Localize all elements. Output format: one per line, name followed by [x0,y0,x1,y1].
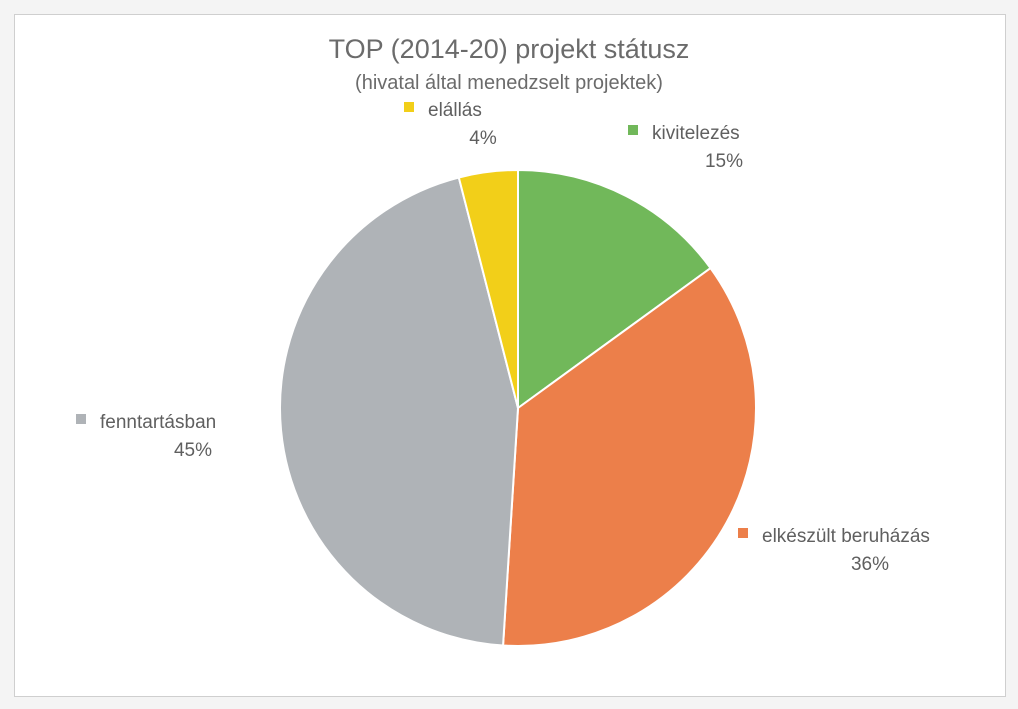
pie-slice-fenntartasban [279,176,520,647]
legend-key-kivitelezes [628,125,638,135]
slice-label-elkeszult-beruhazas: elkészült beruházás [762,526,930,547]
slice-value-elkeszult-beruhazas: 36% [851,554,889,575]
legend-key-fenntartasban [76,414,86,424]
pie-slice-elallas [457,168,519,409]
pie-slice-elkeszult-beruhazas [501,266,757,647]
chart-subtitle: (hivatal által menedzselt projektek) [355,72,663,94]
slice-label-kivitelezes: kivitelezés [652,123,740,144]
legend-key-elallas [404,102,414,112]
pie-slice-kivitelezes [517,168,712,410]
slice-label-elallas: elállás [428,100,482,121]
chart-title: TOP (2014-20) projekt státusz [328,34,690,64]
slice-value-elallas: 4% [469,128,497,149]
legend-key-elkeszult-beruhazas [738,528,748,538]
slice-value-fenntartasban: 45% [174,440,212,461]
slice-label-fenntartasban: fenntartásban [100,412,216,433]
slice-value-kivitelezes: 15% [705,151,743,172]
